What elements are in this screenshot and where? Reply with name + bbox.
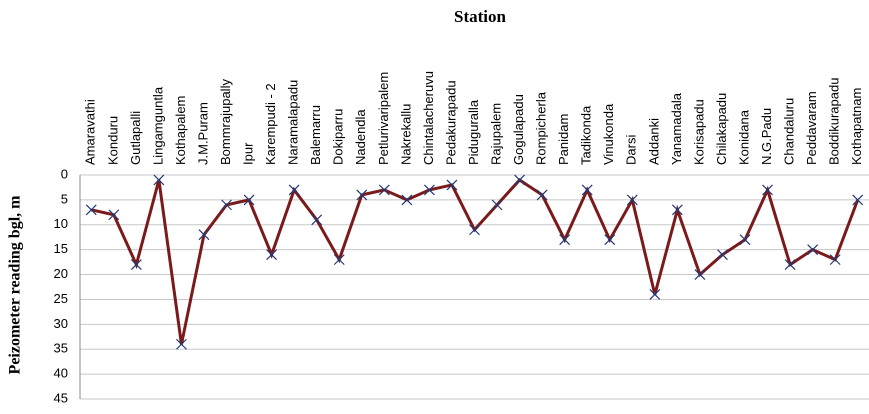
data-marker xyxy=(446,179,458,191)
data-marker xyxy=(311,214,323,226)
x-tick-label: J.M.Puram xyxy=(195,102,210,165)
x-tick-label: Lingamguntla xyxy=(150,86,165,165)
x-tick-label: Gogulapadu xyxy=(511,94,526,165)
x-tick-label: Panidam xyxy=(556,114,571,165)
y-tick-label: 15 xyxy=(54,241,68,256)
x-tick-label: Ipur xyxy=(241,142,256,165)
data-marker xyxy=(784,259,796,271)
x-tick-label: Konidana xyxy=(736,109,751,165)
y-tick-label: 35 xyxy=(54,341,68,356)
x-tick-label: N.G.Padu xyxy=(759,108,774,165)
data-marker xyxy=(536,189,548,201)
data-marker xyxy=(356,189,368,201)
data-marker xyxy=(176,338,187,350)
data-marker xyxy=(469,224,480,236)
x-tick-label: Naramalapadu xyxy=(286,80,301,165)
data-marker xyxy=(243,194,255,206)
y-tick-label: 30 xyxy=(54,316,68,331)
x-tick-label: Yanamadala xyxy=(669,92,684,165)
data-marker xyxy=(739,234,751,246)
data-marker xyxy=(108,209,120,221)
x-tick-label: Piduguralla xyxy=(466,99,481,165)
y-tick-label: 10 xyxy=(54,216,68,231)
y-axis-label: Peizometer reading bgl, m xyxy=(7,195,24,375)
y-tick-label: 0 xyxy=(61,166,68,181)
data-marker xyxy=(626,194,638,206)
data-marker xyxy=(198,229,210,241)
x-tick-label: Tadikonda xyxy=(579,105,594,165)
x-tick-label: Nakrekallu xyxy=(398,104,413,165)
x-tick-label: Nadendla xyxy=(353,109,368,165)
data-marker xyxy=(717,249,728,261)
x-tick-label: Addanki xyxy=(646,118,661,165)
x-tick-label: Amaravathi xyxy=(83,99,98,165)
data-marker xyxy=(491,199,503,211)
data-marker xyxy=(85,204,97,216)
data-marker xyxy=(581,184,593,196)
x-tick-label: Chilakapadu xyxy=(714,93,729,165)
x-tick-label: Rompicherla xyxy=(534,91,549,165)
x-tick-label: Gutlapalli xyxy=(128,111,143,165)
x-tick-label: Petlurivaripalem xyxy=(376,72,391,165)
x-tick-label: Pedakurapadu xyxy=(443,80,458,165)
x-tick-label: Balemarru xyxy=(308,105,323,165)
y-tick-label: 45 xyxy=(54,390,68,405)
y-tick-label: 20 xyxy=(54,266,68,281)
data-marker xyxy=(807,244,819,256)
y-tick-label: 5 xyxy=(61,191,68,206)
x-tick-label: Peddavaram xyxy=(804,91,819,165)
data-marker xyxy=(423,184,435,196)
data-marker xyxy=(604,234,616,246)
x-tick-label: Bommrajupally xyxy=(218,79,233,165)
data-marker xyxy=(694,269,706,280)
x-tick-label: Kothapatnam xyxy=(849,88,864,165)
data-marker xyxy=(559,234,571,246)
data-marker xyxy=(153,174,165,186)
data-marker xyxy=(266,249,278,261)
x-tick-label: Boddikurapadu xyxy=(827,78,842,165)
data-marker xyxy=(829,254,841,266)
data-marker xyxy=(378,184,390,196)
x-tick-label: Kothapalem xyxy=(173,96,188,165)
data-marker xyxy=(852,194,864,206)
data-marker xyxy=(333,254,345,266)
x-tick-label: Chintalacheruvu xyxy=(421,71,436,165)
x-tick-label: Korisapadu xyxy=(691,99,706,165)
x-tick-label: Dokiparru xyxy=(331,109,346,165)
data-marker xyxy=(288,184,300,196)
x-tick-label: Chandaluru xyxy=(782,98,797,165)
data-marker xyxy=(514,174,526,186)
data-line xyxy=(90,178,860,345)
data-marker xyxy=(130,259,142,271)
data-marker xyxy=(671,204,683,216)
data-marker xyxy=(221,199,232,211)
chart-title: Station xyxy=(454,7,507,26)
x-tick-label: Karempudi - 2 xyxy=(263,83,278,165)
x-tick-label: Konduru xyxy=(105,116,120,165)
y-tick-label: 40 xyxy=(54,366,68,381)
x-tick-label: Rajupalem xyxy=(488,103,503,165)
data-marker xyxy=(401,194,413,206)
x-tick-label: Darsi xyxy=(624,135,639,165)
x-tick-label: Vinukonda xyxy=(601,103,616,165)
y-tick-label: 25 xyxy=(54,291,68,306)
data-marker xyxy=(649,289,661,300)
data-marker xyxy=(762,184,773,196)
